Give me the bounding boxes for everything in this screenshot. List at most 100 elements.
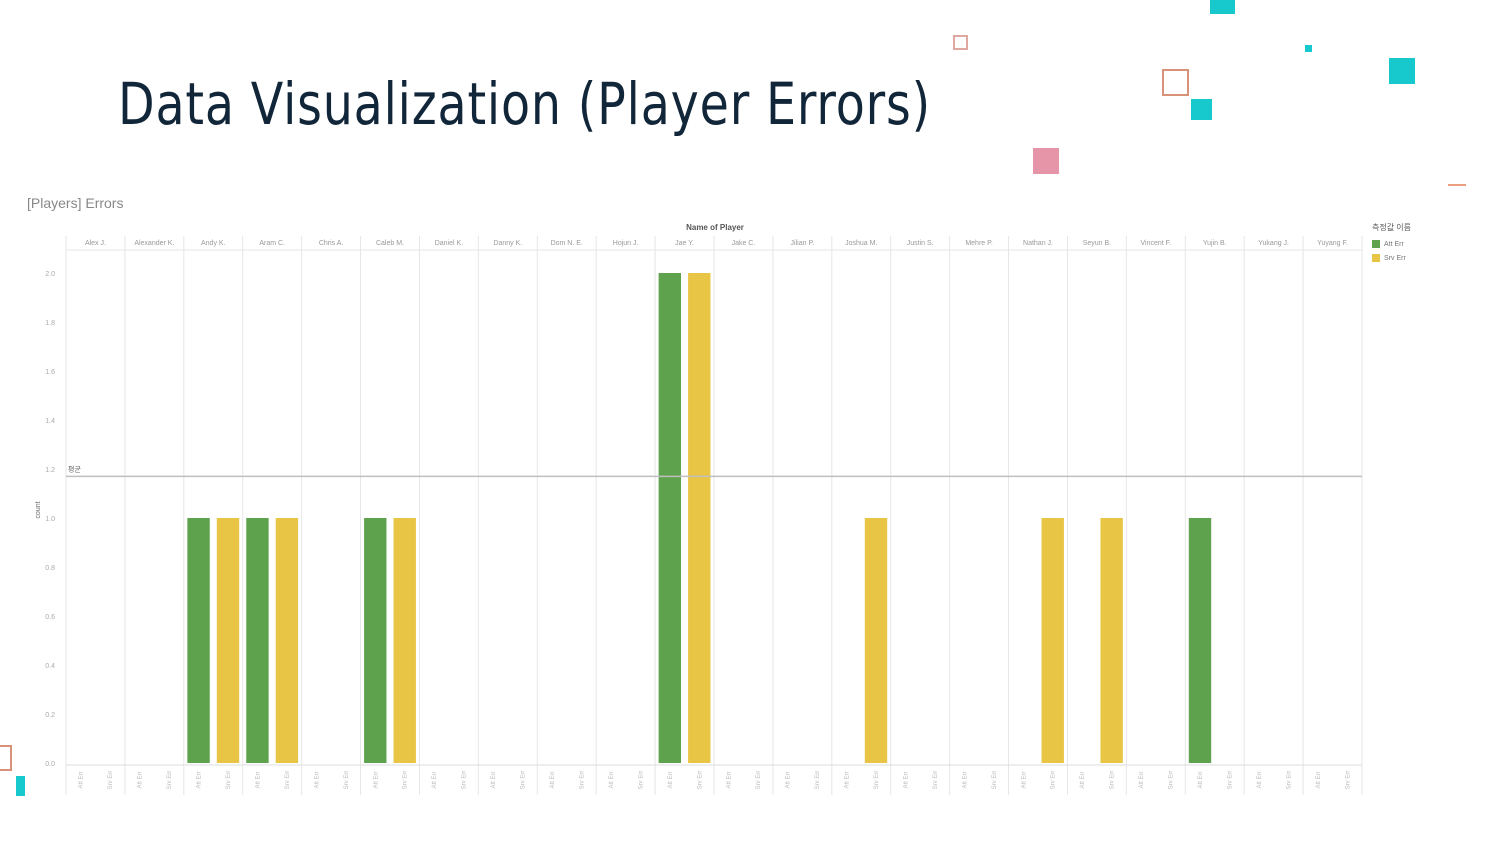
- category-label: Yujin B.: [1203, 240, 1227, 247]
- bar-srv-err: [216, 518, 240, 763]
- teal-square-decoration: [1210, 0, 1235, 14]
- sub-category-label: Srv Err: [226, 771, 232, 790]
- sub-category-label: Srv Err: [167, 771, 173, 790]
- bar-srv-err: [688, 273, 711, 763]
- sub-category-label: Att Err: [491, 771, 497, 788]
- sub-category-label: Srv Err: [992, 771, 998, 790]
- slide-title: Data Visualization (Player Errors): [118, 70, 932, 138]
- category-label: Joshua M.: [845, 240, 877, 247]
- legend-item-att-err: Att Err: [1372, 237, 1411, 251]
- y-axis-label: count: [35, 501, 42, 518]
- category-label: Nathan J.: [1023, 240, 1053, 247]
- sub-category-label: Att Err: [903, 771, 909, 788]
- sub-category-label: Srv Err: [462, 771, 468, 790]
- column-header-title: Name of Player: [686, 223, 744, 232]
- sub-category-label: Srv Err: [1051, 771, 1057, 790]
- sub-category-label: Srv Err: [815, 771, 821, 790]
- sub-category-label: Srv Err: [1345, 771, 1351, 790]
- y-tick-label: 1.0: [45, 516, 55, 523]
- sub-category-label: Srv Err: [521, 771, 527, 790]
- sub-category-label: Srv Err: [344, 771, 350, 790]
- sub-category-label: Srv Err: [1227, 771, 1233, 790]
- bar-att-err: [658, 273, 682, 763]
- category-label: Alex J.: [85, 240, 106, 247]
- category-label: Jake C.: [732, 240, 756, 247]
- sub-category-label: Att Err: [1080, 771, 1086, 788]
- sub-category-label: Att Err: [845, 771, 851, 788]
- sub-category-label: Srv Err: [108, 771, 114, 790]
- legend-title: 측정값 이름: [1372, 223, 1412, 232]
- category-label: Caleb M.: [376, 240, 404, 247]
- y-tick-label: 0.2: [45, 712, 55, 719]
- sub-category-label: Att Err: [79, 771, 85, 788]
- category-label: Justin S.: [907, 240, 934, 247]
- chart-canvas: Alex J. Alexander K. Andy K. Aram C. Chris A…: [35, 236, 1363, 795]
- teal-square-decoration: [1191, 99, 1212, 120]
- y-tick-label: 0.4: [45, 663, 55, 670]
- sub-category-label: Att Err: [255, 771, 261, 788]
- teal-square-decoration: [1389, 58, 1415, 84]
- legend-label-srv-err: Srv Err: [1384, 254, 1406, 262]
- bar-srv-err: [393, 518, 416, 763]
- sub-category-label: Att Err: [1316, 771, 1322, 788]
- category-label: Daniel K.: [435, 240, 463, 247]
- sub-category-label: Att Err: [1021, 771, 1027, 788]
- category-label: Jilian P.: [791, 240, 815, 247]
- sub-category-label: Srv Err: [1286, 771, 1292, 790]
- category-label: Vincent F.: [1141, 240, 1172, 247]
- category-label: Aram C.: [259, 240, 285, 247]
- outline-square-decoration: [0, 745, 12, 771]
- sub-category-label: Srv Err: [638, 771, 644, 790]
- category-label: Andy K.: [201, 240, 226, 247]
- category-label: Chris A.: [319, 240, 344, 247]
- outline-square-decoration: [1162, 69, 1189, 96]
- sub-category-label: Srv Err: [1169, 771, 1175, 790]
- sub-category-label: Srv Err: [874, 771, 880, 790]
- sub-category-label: Att Err: [727, 771, 733, 788]
- category-label: Yuyang F.: [1317, 240, 1348, 247]
- sub-category-label: Att Err: [197, 771, 203, 788]
- category-label: Jae Y.: [675, 240, 694, 247]
- sub-category-label: Srv Err: [1110, 771, 1116, 790]
- sub-category-label: Srv Err: [933, 771, 939, 790]
- bar-srv-err: [275, 518, 299, 763]
- teal-square-decoration: [16, 776, 25, 796]
- y-tick-label: 1.4: [45, 418, 55, 425]
- bar-srv-err: [864, 518, 888, 763]
- category-label: Yukang J.: [1258, 240, 1289, 247]
- sub-category-label: Att Err: [314, 771, 320, 788]
- sub-category-label: Att Err: [1257, 771, 1263, 788]
- sub-category-label: Att Err: [373, 771, 379, 788]
- legend-item-srv-err: Srv Err: [1372, 251, 1411, 265]
- pink-square-decoration: [1033, 148, 1059, 174]
- sub-category-label: Att Err: [1139, 771, 1145, 788]
- bar-att-err: [1188, 518, 1212, 763]
- sub-category-label: Srv Err: [579, 771, 585, 790]
- sub-category-label: Att Err: [786, 771, 792, 788]
- reference-line-label: 평균: [68, 464, 81, 473]
- sub-category-label: Att Err: [138, 771, 144, 788]
- legend: 측정값 이름 Att Err Srv Err: [1372, 222, 1411, 265]
- y-tick-label: 1.8: [45, 320, 55, 327]
- category-label: Hojun J.: [613, 240, 639, 247]
- y-tick-label: 1.6: [45, 369, 55, 376]
- sub-category-label: Srv Err: [285, 771, 291, 790]
- y-tick-label: 0.8: [45, 565, 55, 572]
- bar-att-err: [187, 518, 210, 763]
- category-label: Seyun B.: [1083, 240, 1111, 247]
- teal-dot-decoration: [1305, 45, 1312, 52]
- sub-category-label: Srv Err: [756, 771, 762, 790]
- legend-label-att-err: Att Err: [1384, 240, 1404, 248]
- sub-category-label: Att Err: [609, 771, 615, 788]
- sub-category-label: Att Err: [1198, 771, 1204, 788]
- chart-title: [Players] Errors: [27, 195, 124, 211]
- bar-srv-err: [1100, 518, 1123, 763]
- legend-swatch-att-err: [1372, 240, 1380, 248]
- category-label: Alexander K.: [134, 240, 174, 247]
- category-label: Dom N. E.: [551, 240, 583, 247]
- bar-srv-err: [1041, 518, 1064, 763]
- sub-category-label: Att Err: [962, 771, 968, 788]
- orange-dash-decoration: [1448, 184, 1466, 186]
- sub-category-label: Att Err: [668, 771, 674, 788]
- category-label: Mehre P.: [965, 240, 993, 247]
